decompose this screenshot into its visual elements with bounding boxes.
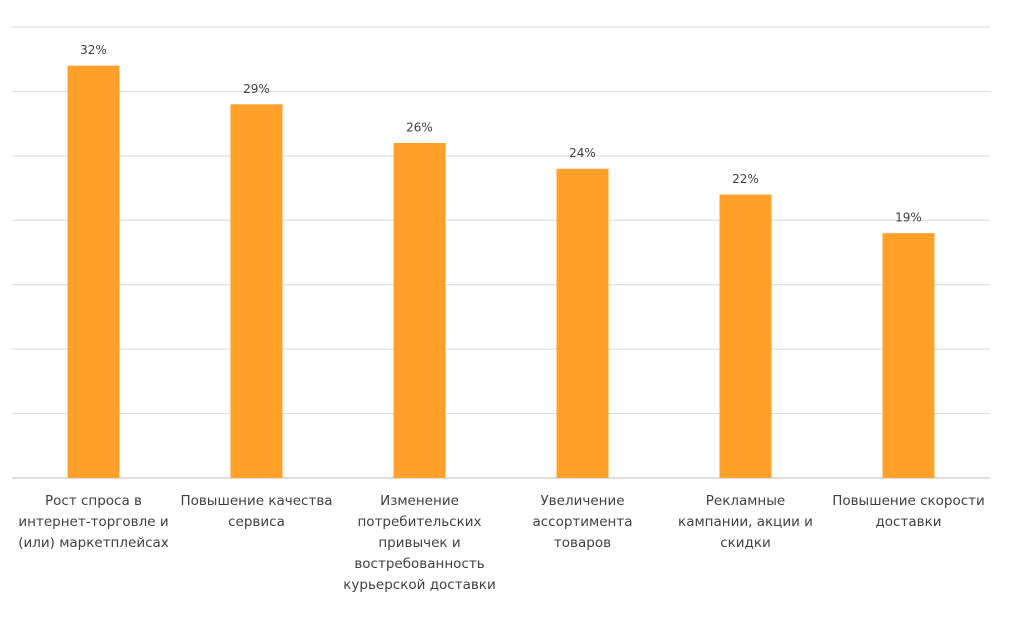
bar [556, 168, 609, 478]
bar [719, 194, 772, 478]
x-tick-label: Рекламные кампании, акции и скидки [678, 493, 813, 551]
value-label: 32% [80, 43, 107, 57]
value-label: 24% [569, 146, 596, 160]
bar [67, 65, 120, 479]
value-label: 26% [406, 120, 433, 134]
bar [882, 233, 935, 478]
x-tick-label: Изменение потребительских привычек и вос… [343, 493, 496, 593]
x-tick-label: Увеличение ассортимента товаров [532, 493, 633, 551]
bar [230, 104, 283, 479]
x-tick-label: Повышение скорости доставки [832, 493, 985, 530]
bar [393, 142, 446, 478]
value-label: 19% [895, 211, 922, 225]
value-label: 22% [732, 172, 759, 186]
x-tick-label: Повышение качества сервиса [180, 493, 333, 530]
x-tick-label: Рост спроса в интернет-торговле и (или) … [18, 493, 169, 551]
value-label: 29% [243, 82, 270, 96]
